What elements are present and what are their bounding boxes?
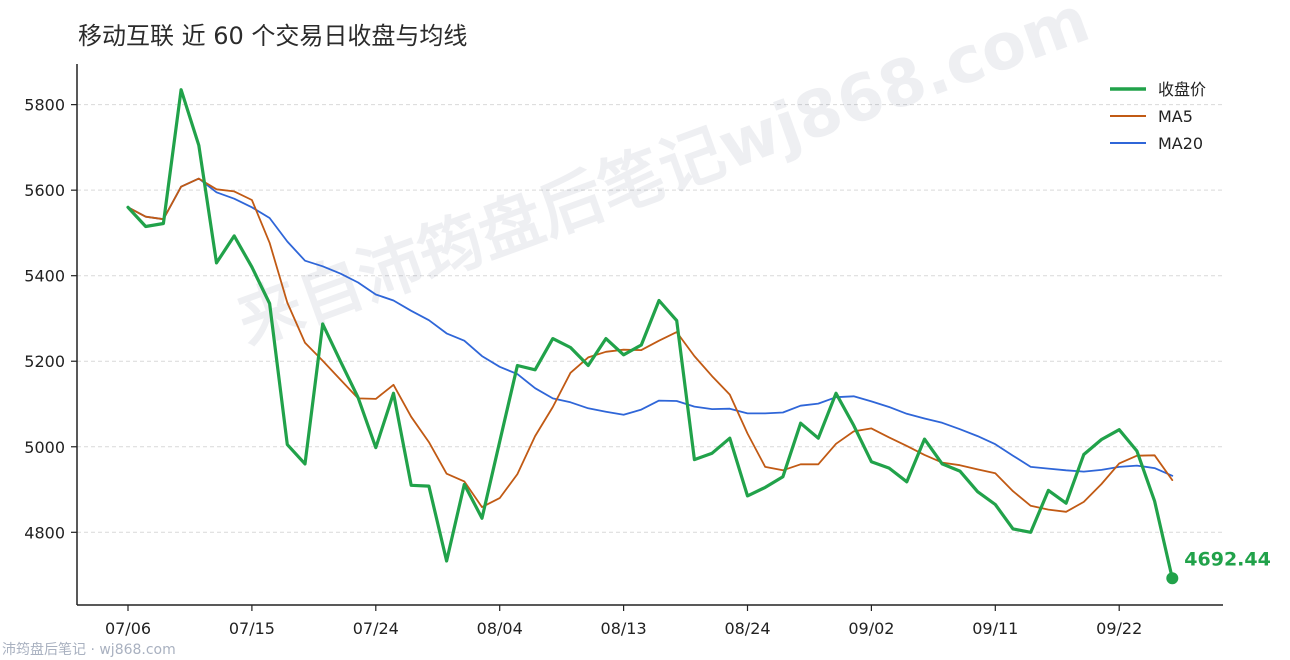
x-axis-ticks: 07/06 07/15 07/24 08/04 08/13 08/24 09/02 09/11… [105,605,1142,638]
last-value-marker [1166,572,1179,585]
series-line-close [126,88,1174,580]
y-tick-label: 5800 [24,96,65,115]
y-axis-ticks: 4800 5000 5200 5400 5600 5800 [24,96,77,542]
last-value-label: 4692.44 [1184,548,1271,570]
x-tick-label: 07/24 [353,619,399,638]
legend-label-close: 收盘价 [1158,80,1206,99]
x-tick-label: 08/24 [724,619,770,638]
x-tick-label: 07/15 [229,619,275,638]
series-layer [126,88,1174,580]
axes [76,64,1223,606]
series-line-ma20 [127,177,1174,477]
x-tick-label: 09/22 [1096,619,1142,638]
y-tick-label: 5600 [24,181,65,200]
y-tick-label: 4800 [24,523,65,542]
chart-title: 移动互联 近 60 个交易日收盘与均线 [78,22,467,50]
x-tick-label: 08/04 [477,619,523,638]
watermark-footer: 沛筠盘后笔记 · wj868.com [2,641,176,658]
x-tick-label: 08/13 [601,619,647,638]
legend-label-ma20: MA20 [1158,134,1203,153]
y-tick-label: 5000 [24,438,65,457]
x-tick-label: 09/02 [848,619,894,638]
y-tick-label: 5400 [24,267,65,286]
x-tick-label: 09/11 [972,619,1018,638]
x-tick-label: 07/06 [105,619,151,638]
y-tick-label: 5200 [24,352,65,371]
legend-label-ma5: MA5 [1158,107,1193,126]
legend: 收盘价 MA5 MA20 [1110,80,1206,153]
series-line-ma5 [127,177,1174,513]
